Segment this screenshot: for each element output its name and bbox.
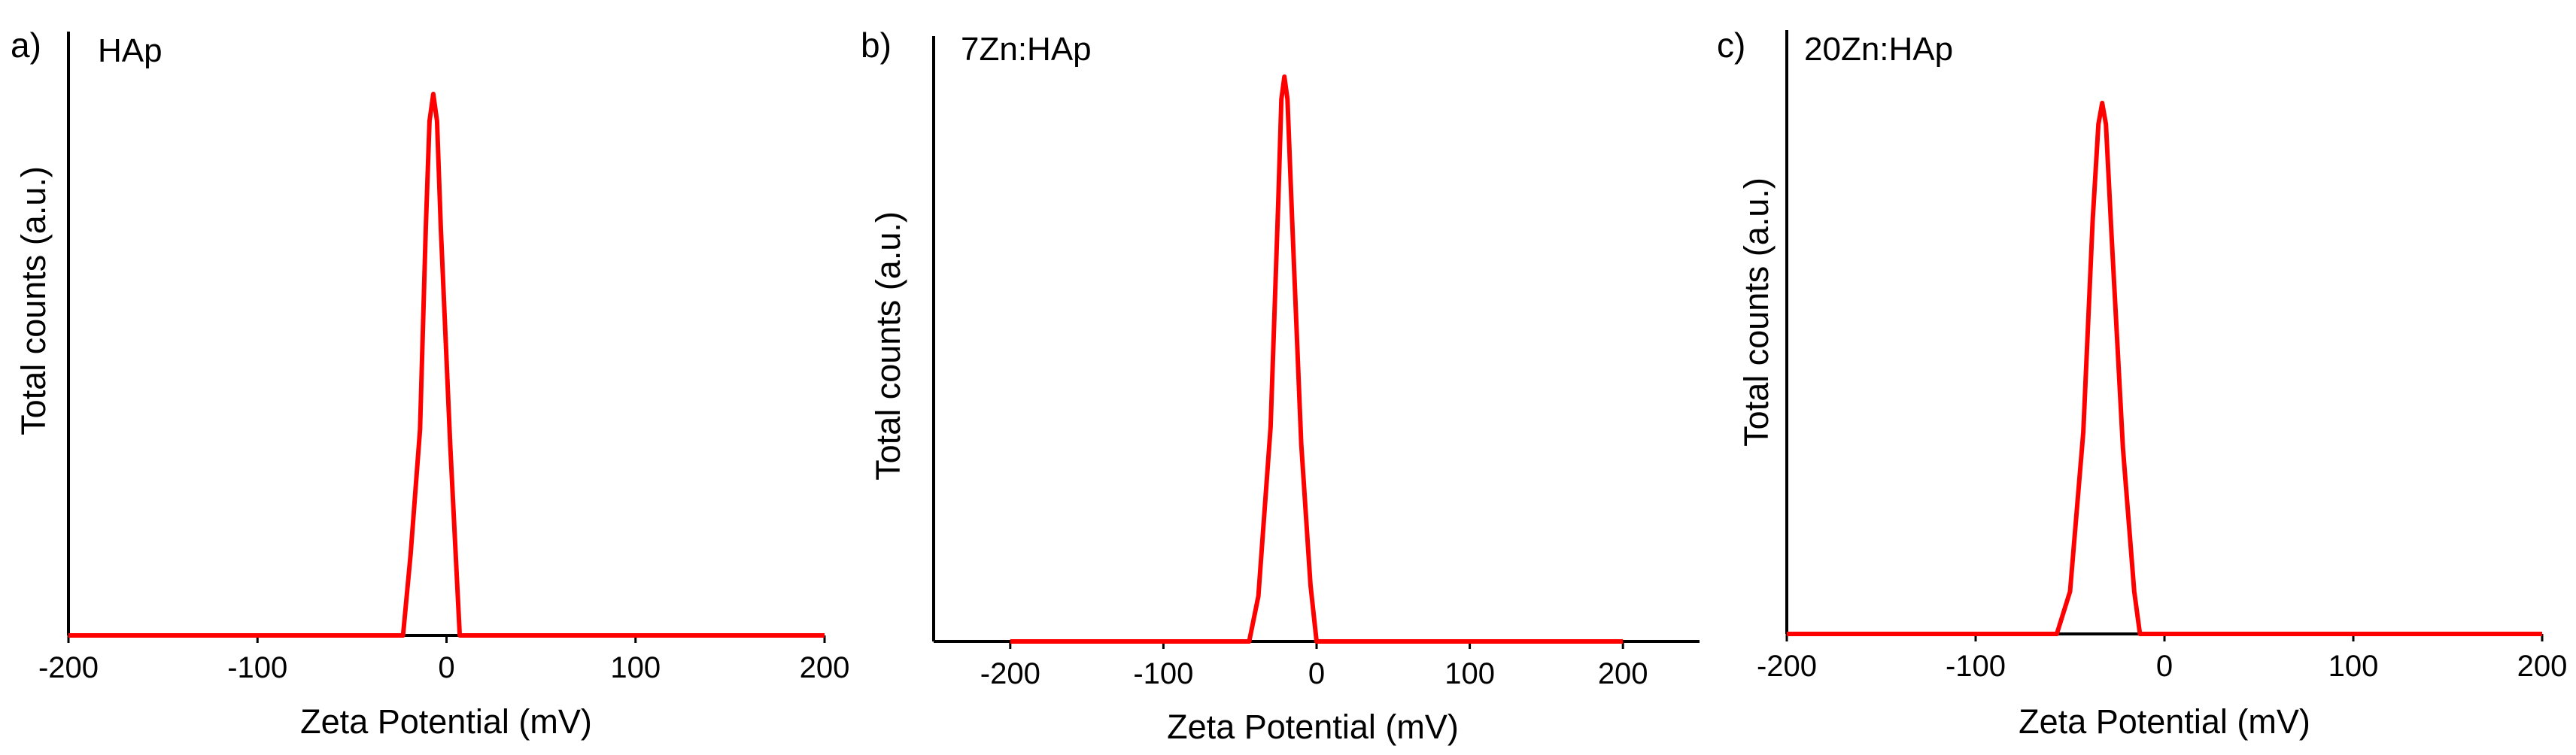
panel-b-x-tick-label: -100 [1133, 657, 1193, 690]
panel-a-x-tick-label: 100 [610, 651, 661, 684]
panel-b: b) 7Zn:HAp Total counts (a.u.) -200 -100 0… [861, 26, 1700, 746]
panel-b-sample-label: 7Zn:HAp [961, 31, 1092, 68]
panel-a-x-axis-label: Zeta Potential (mV) [300, 702, 592, 741]
panel-b-y-axis-label: Total counts (a.u.) [869, 211, 907, 481]
panel-b-x-tick-label: 100 [1444, 657, 1495, 690]
panel-c-x-tick-label: 200 [2517, 650, 2568, 683]
panel-b-x-tick-label: 0 [1308, 657, 1325, 690]
panel-c-x-tick-label: 0 [2156, 650, 2173, 683]
panel-a-letter: a) [11, 26, 41, 65]
panel-c-y-axis-label: Total counts (a.u.) [1737, 177, 1776, 447]
panel-b-x-axis-label: Zeta Potential (mV) [1167, 708, 1459, 746]
panel-a-y-axis-label: Total counts (a.u.) [14, 166, 53, 435]
panel-b-x-tick-label: 200 [1598, 657, 1648, 690]
panel-a-series-line [68, 92, 825, 638]
panel-a-x-tick-label: -200 [38, 651, 99, 684]
panel-c-letter: c) [1717, 26, 1745, 65]
panel-a-x-tick-label: 200 [800, 651, 850, 684]
panel-b-series-line [1010, 74, 1624, 644]
panel-a-x-tick-label: -100 [227, 651, 287, 684]
panel-a-sample-label: HAp [98, 32, 163, 69]
panel-c-series-line [1787, 101, 2542, 636]
panel-b-letter: b) [861, 26, 892, 65]
panel-c: c) 20Zn:HAp Total counts (a.u.) -200 -100… [1717, 26, 2567, 741]
panel-c-sample-label: 20Zn:HAp [1804, 31, 1953, 68]
panel-c-x-tick-label: 100 [2328, 650, 2379, 683]
panel-c-x-axis-label: Zeta Potential (mV) [2019, 702, 2310, 741]
panel-b-x-tick-label: -200 [980, 657, 1040, 690]
panel-a-x-tick-label: 0 [438, 651, 454, 684]
panel-a: a) HAp Total counts (a.u.) -200 -100 0 100 2… [11, 26, 849, 741]
panel-c-x-tick-label: -100 [1946, 650, 2006, 683]
panel-c-x-tick-label: -200 [1757, 650, 1817, 683]
